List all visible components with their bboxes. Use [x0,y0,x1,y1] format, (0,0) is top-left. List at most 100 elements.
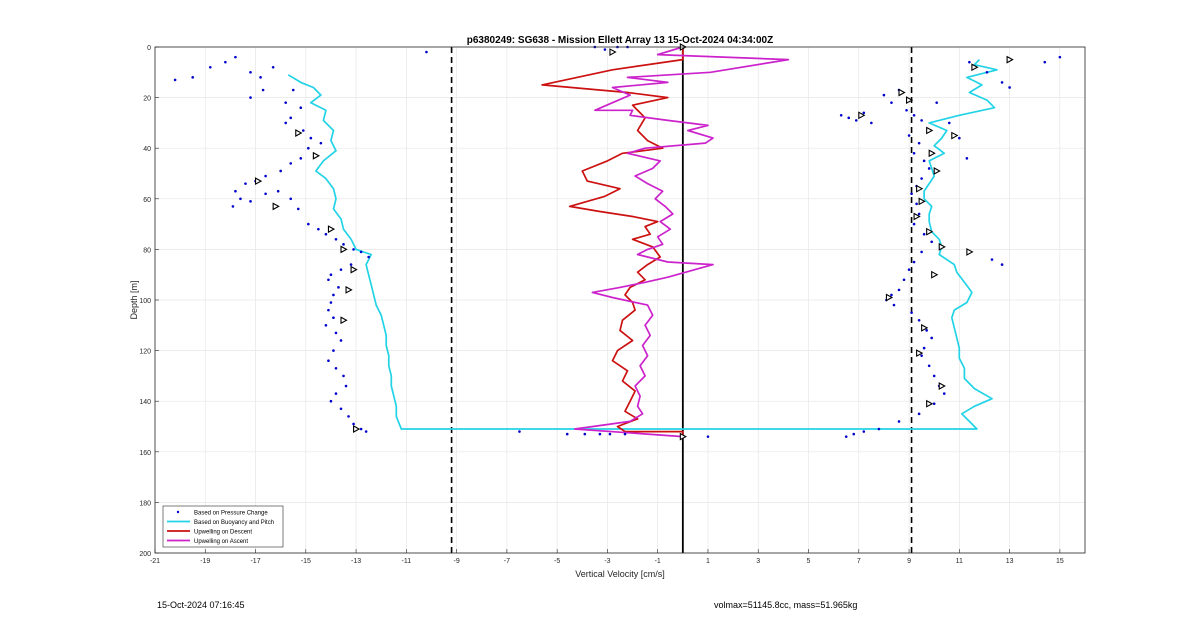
legend: Based on Pressure Change Based on Buoyanc… [162,505,284,548]
data-point [271,65,275,69]
data-point [329,301,333,304]
triangle-marker [918,197,926,206]
data-point [847,116,851,120]
triangle-marker [928,149,936,158]
data-point [334,331,338,335]
data-point [897,288,901,292]
x-tick-label: -7 [504,558,510,565]
triangle-marker [1006,55,1014,64]
data-point [359,250,363,254]
data-point [173,78,177,82]
x-tick-label: 11 [956,558,963,565]
triangle-marker [340,245,348,254]
triangle-marker [350,265,358,274]
data-point [839,114,843,117]
series-layer [173,43,1062,441]
data-point [284,121,288,125]
data-point [352,422,355,426]
triangle-marker [255,177,263,186]
triangle-marker [938,242,946,251]
data-point [299,157,303,160]
triangle-marker [679,432,687,441]
x-tick-label: -19 [200,558,210,565]
data-point [249,71,252,74]
y-tick-label: 80 [143,247,151,254]
x-tick-label: -21 [150,558,160,565]
data-point [342,243,345,246]
data-point [289,116,293,120]
data-point [309,136,313,140]
triangle-marker [938,382,946,390]
data-point [902,278,906,282]
data-point [359,427,363,431]
x-tick-label: -1 [655,558,661,565]
data-point [1043,60,1047,64]
data-point [917,212,921,216]
data-point [912,222,916,226]
data-point [925,329,928,332]
data-point [329,273,333,277]
data-point [367,255,370,259]
triangle-marker [931,270,939,279]
data-point [935,101,939,104]
legend-label: Based on Pressure Change [194,511,268,517]
data-point [844,435,848,438]
data-point [264,192,267,196]
triangle-marker [916,184,924,193]
x-tick-label: 3 [756,558,760,565]
data-point [324,232,328,236]
data-point [319,141,323,145]
y-tick-label: 20 [143,96,151,103]
data-point [922,232,926,236]
y-tick-label: 60 [143,197,151,204]
data-point [912,260,916,264]
triangle-marker [971,63,979,72]
data-point [364,430,368,433]
data-point [299,106,303,110]
data-point [854,119,858,122]
data-point [347,415,350,418]
footer-volmax-mass: volmax=51145.8cc, mass=51.965kg [714,600,858,610]
data-point [920,119,923,122]
data-point [907,134,911,137]
series-line [573,46,790,438]
triangle-marker [926,227,934,236]
data-point [968,60,971,64]
data-point [344,384,348,388]
y-tick-label: 180 [139,500,151,507]
triangle-marker [926,126,934,135]
data-point [327,308,330,312]
data-point [907,268,911,271]
data-point [583,432,587,436]
data-point [917,412,921,416]
data-point [324,324,328,327]
triangle-marker [272,202,280,211]
data-point [1000,263,1004,266]
y-tick-label: 160 [139,450,151,457]
data-point [332,316,335,320]
data-point [870,121,873,125]
data-point [882,93,886,97]
triangle-marker [926,399,934,408]
triangle-marker [966,248,974,256]
data-point [932,374,936,378]
data-point [259,76,262,79]
data-point [332,349,335,352]
data-point [897,420,901,423]
data-point [327,359,330,363]
x-tick-label: -17 [250,558,260,565]
y-tick-labels: 0 20 40 60 80 100 120 140 160 180 200 [139,45,159,558]
data-point [249,200,252,203]
data-point [930,240,933,244]
data-point [234,55,237,59]
data-point [291,88,295,92]
triangle-marker [345,285,353,294]
data-point [965,157,969,160]
x-axis-label: Vertical Velocity [cm/s] [575,569,665,579]
data-point [922,346,926,350]
x-tick-label: -5 [554,558,560,565]
y-tick-label: 0 [147,45,151,52]
x-tick-labels: -21 -19 -17 -15 -13 -11 -9 -7 -5 -3 -1 1 3 5 7 9 11 13 15 [150,549,1064,565]
triangle-marker [858,111,866,120]
